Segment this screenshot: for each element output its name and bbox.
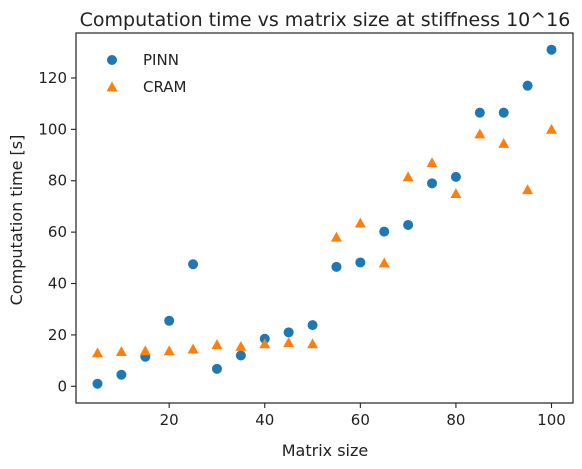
y-axis-ticks: 0 20 40 60 80 100 120 [38, 69, 76, 395]
pinn-point [498, 107, 509, 118]
cram-point [474, 128, 486, 139]
x-tick-label: 60 [351, 411, 370, 429]
legend-marker-cram [106, 81, 118, 92]
cram-point [259, 338, 271, 349]
y-tick-label: 100 [38, 120, 67, 138]
legend-marker-pinn [107, 55, 117, 65]
pinn-point [403, 219, 414, 230]
y-tick-label: 0 [57, 377, 67, 395]
cram-point [139, 345, 151, 356]
x-tick-label: 40 [255, 411, 274, 429]
pinn-point [522, 80, 533, 91]
pinn-point [427, 178, 438, 189]
pinn-point [546, 44, 557, 55]
legend: PINN CRAM [106, 51, 187, 96]
cram-point [378, 257, 390, 268]
pinn-point [188, 259, 199, 270]
cram-point [211, 339, 223, 350]
y-axis-label: Computation time [s] [7, 135, 26, 306]
data-points [92, 44, 557, 389]
cram-point [330, 231, 342, 242]
cram-point [307, 338, 319, 349]
cram-point [402, 171, 414, 182]
cram-point [426, 157, 438, 168]
x-tick-label: 20 [160, 411, 179, 429]
cram-point [450, 188, 462, 198]
x-tick-label: 100 [537, 411, 566, 429]
cram-point [283, 337, 295, 348]
cram-point [545, 123, 557, 134]
pinn-point [116, 369, 127, 380]
x-tick-label: 80 [446, 411, 465, 429]
pinn-point [283, 327, 294, 338]
pinn-point [331, 261, 342, 272]
cram-point [522, 184, 534, 195]
cram-point [187, 343, 199, 354]
pinn-point [307, 320, 318, 331]
chart-title: Computation time vs matrix size at stiff… [80, 9, 571, 31]
cram-point [163, 345, 175, 356]
cram-point [92, 347, 104, 358]
pinn-point [355, 257, 366, 268]
pinn-point [379, 226, 390, 237]
cram-point [354, 217, 366, 228]
x-axis-ticks: 20 40 60 80 100 [160, 403, 566, 429]
legend-label-cram: CRAM [143, 78, 187, 96]
pinn-point [211, 363, 222, 374]
plot-frame [75, 32, 574, 404]
y-tick-label: 20 [48, 326, 67, 344]
y-tick-label: 80 [48, 172, 67, 190]
pinn-point [235, 350, 246, 361]
pinn-point [164, 315, 175, 326]
cram-point [498, 137, 510, 148]
y-tick-label: 120 [38, 69, 67, 87]
pinn-point [92, 378, 103, 389]
cram-point [115, 346, 127, 357]
y-tick-label: 60 [48, 223, 67, 241]
x-axis-label: Matrix size [282, 441, 368, 460]
cram-point [235, 340, 247, 351]
pinn-point [450, 171, 461, 182]
y-tick-label: 40 [48, 275, 67, 293]
pinn-point [474, 107, 485, 118]
legend-label-pinn: PINN [143, 51, 179, 69]
